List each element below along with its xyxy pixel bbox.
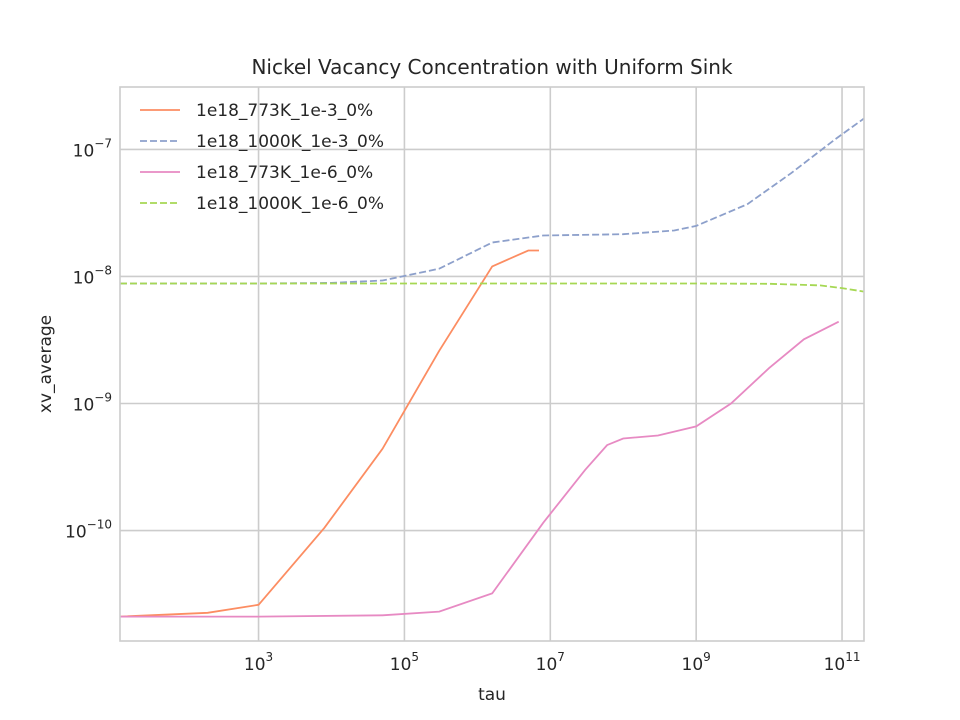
y-axis: 10−10 10−9 10−8 10−7 (65, 136, 112, 542)
legend-label: 1e18_773K_1e-3_0% (196, 101, 373, 121)
legend-label: 1e18_1000K_1e-6_0% (196, 194, 384, 214)
y-tick-label: 10−9 (73, 390, 112, 415)
chart-title: Nickel Vacancy Concentration with Unifor… (251, 55, 733, 79)
legend-label: 1e18_1000K_1e-3_0% (196, 132, 384, 152)
y-tick-label: 10−10 (65, 518, 112, 543)
legend: 1e18_773K_1e-3_0% 1e18_1000K_1e-3_0% 1e18_… (140, 101, 384, 214)
plot-frame (119, 86, 865, 642)
y-tick-label: 10−8 (73, 263, 112, 288)
series-line-1 (120, 249, 539, 618)
series-line-4 (120, 282, 864, 293)
x-tick-label: 109 (682, 650, 711, 675)
x-tick-label: 103 (244, 650, 273, 675)
x-tick-label: 105 (390, 650, 419, 675)
y-tick-label: 10−7 (73, 136, 112, 161)
legend-label: 1e18_773K_1e-6_0% (196, 163, 373, 183)
plot-area (120, 117, 864, 618)
grid (120, 87, 864, 641)
x-axis-label: tau (478, 685, 506, 705)
series-line-3 (120, 320, 840, 618)
x-tick-label: 1011 (824, 650, 861, 675)
y-axis-label: xv_average (36, 315, 56, 413)
x-axis: 103 105 107 109 1011 (244, 650, 861, 675)
series-line-2 (120, 117, 864, 285)
x-tick-label: 107 (536, 650, 565, 675)
